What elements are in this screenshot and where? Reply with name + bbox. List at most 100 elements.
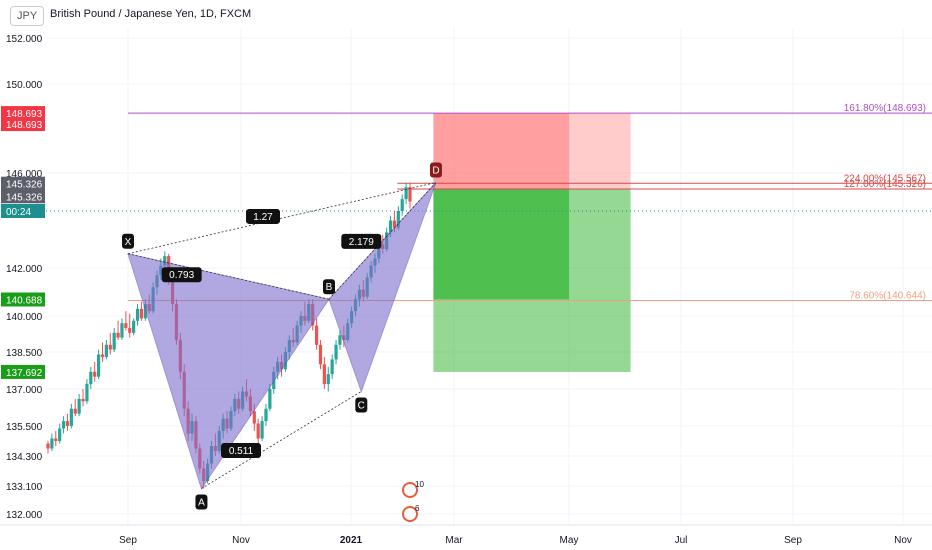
candle-body [268, 389, 272, 409]
candle-body [408, 187, 412, 202]
y-tick-label: 137.000 [6, 385, 43, 396]
ratio-label: 0.511 [229, 446, 254, 457]
candle-body [108, 344, 112, 350]
candle-body [392, 220, 397, 228]
candle-body [46, 443, 50, 449]
candle-body [112, 332, 116, 350]
pattern-connector [127, 182, 437, 255]
candle-body [81, 398, 85, 402]
price-tag-label: 140.688 [6, 295, 43, 306]
y-tick-label: 142.000 [6, 264, 43, 275]
candle-body [69, 408, 73, 426]
fib-label: 78.60%(140.644) [849, 291, 926, 302]
price-tag-label: 145.326 [6, 180, 43, 191]
stop-loss-zone-ext[interactable] [569, 113, 631, 190]
xab-triangle[interactable] [127, 253, 330, 490]
point-b-label: B [326, 282, 333, 293]
x-tick-label: Nov [894, 535, 912, 546]
price-tag-label: 00:24 [6, 207, 31, 218]
y-tick-label: 152.000 [6, 34, 43, 45]
ratio-label: 0.793 [169, 270, 194, 281]
price-tag [1, 106, 45, 121]
fib-label: 127.00%(145.326) [844, 179, 926, 190]
time-axis[interactable]: Sep Nov 2021 Mar May Jul Sep Nov [0, 524, 932, 546]
candle-body [85, 384, 89, 402]
price-tag [1, 176, 45, 191]
event-badge-count: 6 [415, 504, 420, 513]
candle-body [73, 408, 77, 414]
x-tick-label: Mar [445, 535, 463, 546]
candle-body [318, 344, 323, 365]
candle-body [404, 187, 408, 200]
event-badge-icon[interactable] [402, 506, 418, 522]
candle-body [97, 354, 101, 377]
x-tick-label: 2021 [340, 535, 363, 546]
symbol-badge[interactable]: JPY [10, 6, 45, 26]
price-tag-label: 148.693 [6, 109, 43, 120]
price-tag [1, 364, 45, 379]
candle-body [124, 323, 128, 328]
candle-body [330, 359, 334, 375]
candle-body [400, 199, 404, 211]
candle-body [89, 371, 93, 385]
point-x-badge [122, 233, 134, 249]
price-tag [1, 292, 45, 307]
point-c-badge [355, 397, 368, 413]
price-axis[interactable]: 152.000 150.000 146.000 142.000 140.000 138.5… [6, 34, 43, 521]
ratio-badge [341, 233, 382, 249]
candle-body [163, 256, 167, 266]
bcd-triangle[interactable] [328, 182, 437, 393]
price-tag-label: 137.692 [6, 368, 43, 379]
x-tick-label: Sep [119, 535, 137, 546]
target-zone-2[interactable] [433, 299, 631, 372]
fib-label: 224.00%(145.567) [844, 173, 926, 184]
y-tick-label: 146.000 [6, 169, 43, 180]
candle-body [143, 304, 147, 319]
candle-body [54, 438, 58, 441]
point-x-label: X [125, 237, 132, 248]
y-tick-label: 140.000 [6, 312, 43, 323]
target-zone-1-ext[interactable] [569, 189, 631, 300]
candle-body [326, 374, 330, 385]
candle-body [396, 211, 400, 228]
candle-body [135, 308, 140, 321]
candle-body [388, 220, 393, 233]
candle-body [77, 398, 81, 414]
price-tag-label: 148.693 [6, 120, 43, 131]
y-tick-label: 150.000 [6, 80, 43, 91]
ratio-badge [221, 443, 261, 458]
point-b-badge [323, 279, 335, 295]
point-a-badge [195, 494, 208, 510]
candle-body [104, 344, 108, 357]
candle-body [314, 325, 319, 345]
y-tick-label: 132.000 [6, 510, 43, 521]
point-c-label: C [358, 400, 365, 411]
position-box[interactable] [433, 113, 631, 372]
y-tick-label: 138.500 [6, 348, 43, 359]
y-tick-label: 133.100 [6, 482, 43, 493]
event-badge-count: 10 [415, 480, 424, 489]
price-tag [1, 189, 45, 204]
candle-body [256, 423, 260, 439]
point-d-badge [429, 162, 442, 178]
ratio-badge [161, 267, 202, 283]
candle-body [116, 332, 120, 338]
candle-body [260, 421, 264, 439]
event-badges[interactable]: 10 6 [402, 480, 424, 522]
candle-body [338, 335, 342, 345]
ratio-badge [246, 208, 280, 224]
point-d-label: D [432, 166, 439, 177]
stop-loss-zone[interactable] [433, 113, 569, 190]
x-tick-label: May [560, 535, 579, 546]
event-badge-icon[interactable] [402, 482, 418, 498]
candle-body [65, 421, 70, 426]
candle-body [50, 438, 54, 449]
candle-body [264, 408, 268, 422]
fib-label: 161.80%(148.693) [844, 103, 926, 114]
pattern-connector [201, 391, 362, 489]
target-zone-1[interactable] [433, 189, 569, 300]
harmonic-pattern[interactable]: X A B C D [122, 162, 442, 510]
candle-body [100, 354, 105, 357]
